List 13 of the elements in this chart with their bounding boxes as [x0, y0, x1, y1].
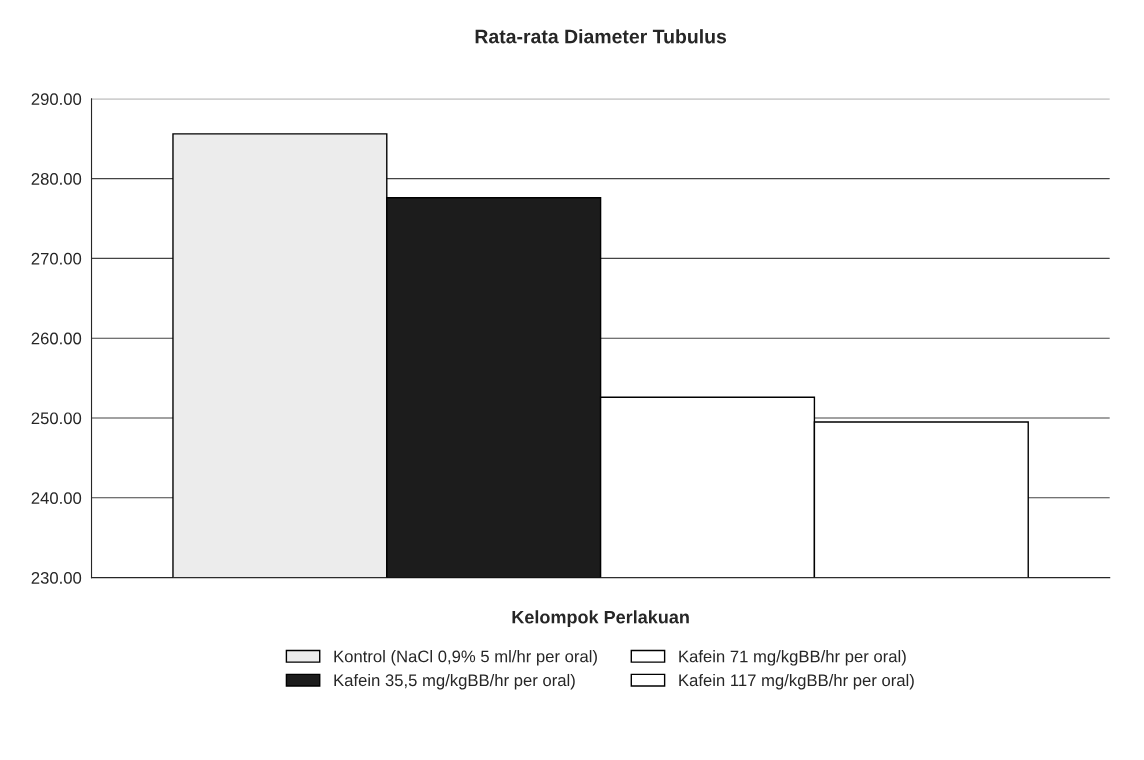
y-tick-label: 290.00 — [31, 93, 82, 105]
x-axis-title: Kelompok Perlakuan — [512, 610, 689, 628]
y-tick-label: 240.00 — [31, 492, 82, 504]
legend-label: Kafein 71 mg/kgBB/hr per oral) — [679, 650, 906, 666]
y-tick-label: 280.00 — [31, 173, 82, 185]
y-tick-label: 270.00 — [31, 252, 82, 265]
legend-label: Kafein 35,5 mg/kgBB/hr per oral) — [334, 673, 575, 690]
legend-label: Kontrol (NaCl 0,9% 5 ml/hr per oral) — [334, 650, 597, 666]
y-tick-label: 250.00 — [31, 412, 82, 425]
legend-label: Kafein 117 mg/kgBB/hr per oral) — [679, 673, 914, 690]
y-tick-label: 260.00 — [31, 332, 82, 345]
y-tick-label: 230.00 — [31, 572, 82, 584]
chart-title: Rata-rata Diameter Tubulus — [475, 29, 727, 44]
